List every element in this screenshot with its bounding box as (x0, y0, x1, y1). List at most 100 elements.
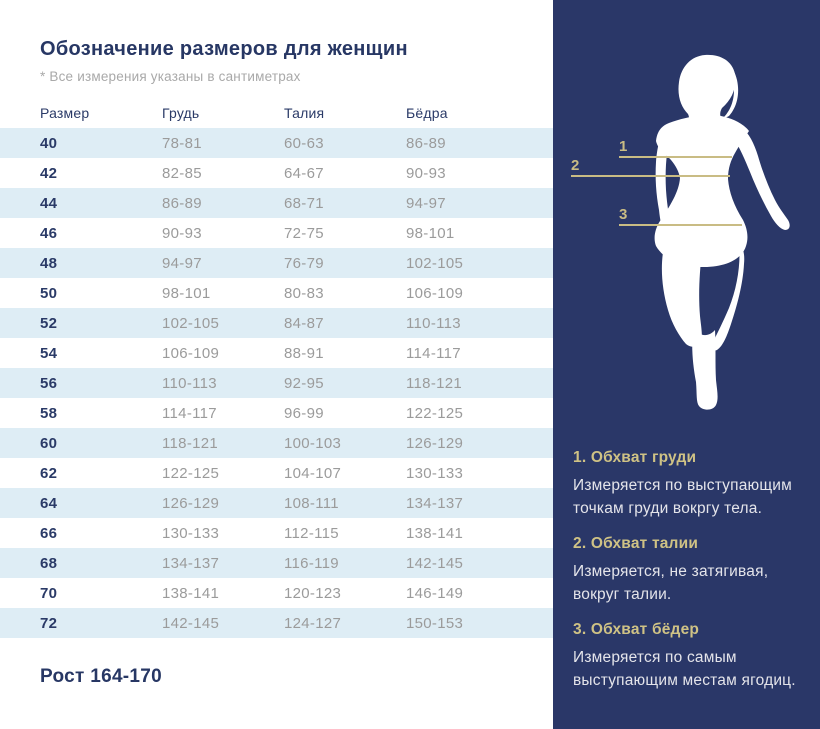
size-chart-section: Обозначение размеров для женщин * Все из… (0, 38, 553, 687)
size-cell: 58 (40, 404, 58, 422)
waist-cell: 76-79 (284, 254, 324, 272)
chest-cell: 86-89 (162, 194, 202, 212)
table-row: 64 126-129 108-111 134-137 (0, 488, 553, 518)
chest-cell: 102-105 (162, 314, 220, 332)
table-row: 44 86-89 68-71 94-97 (0, 188, 553, 218)
size-cell: 48 (40, 254, 58, 272)
table-row: 70 138-141 120-123 146-149 (0, 578, 553, 608)
hips-cell: 134-137 (406, 494, 464, 512)
size-cell: 56 (40, 374, 58, 392)
hips-cell: 86-89 (406, 134, 446, 152)
hips-cell: 102-105 (406, 254, 464, 272)
chest-cell: 98-101 (162, 284, 211, 302)
hips-cell: 94-97 (406, 194, 446, 212)
size-cell: 70 (40, 584, 58, 602)
column-header-chest: Грудь (162, 105, 200, 121)
hips-section-title: 3. Обхват бёдер (573, 621, 700, 638)
hips-cell: 130-133 (406, 464, 464, 482)
chest-section-text: Измеряется по выступающим точкам груди в… (573, 477, 793, 517)
table-row: 46 90-93 72-75 98-101 (0, 218, 553, 248)
table-row: 52 102-105 84-87 110-113 (0, 308, 553, 338)
chest-cell: 94-97 (162, 254, 202, 272)
size-cell: 46 (40, 224, 58, 242)
waist-cell: 104-107 (284, 464, 342, 482)
table-row: 68 134-137 116-119 142-145 (0, 548, 553, 578)
hips-cell: 150-153 (406, 614, 464, 632)
chest-cell: 82-85 (162, 164, 202, 182)
chest-section-title: 1. Обхват груди (573, 449, 697, 466)
chest-cell: 106-109 (162, 344, 220, 362)
hips-cell: 110-113 (406, 314, 461, 332)
size-cell: 50 (40, 284, 58, 302)
size-cell: 68 (40, 554, 58, 572)
hips-marker-label: 3 (619, 206, 628, 223)
measurement-instructions: 1. Обхват груди Измеряется по выступающи… (573, 449, 806, 707)
hips-cell: 90-93 (406, 164, 446, 182)
waist-cell: 80-83 (284, 284, 324, 302)
table-row: 72 142-145 124-127 150-153 (0, 608, 553, 638)
column-header-size: Размер (40, 105, 90, 121)
column-header-hips: Бёдра (406, 105, 448, 121)
chest-cell: 118-121 (162, 434, 219, 452)
waist-cell: 60-63 (284, 134, 324, 152)
hips-cell: 138-141 (406, 524, 464, 542)
waist-measure-line (571, 175, 730, 177)
table-row: 58 114-117 96-99 122-125 (0, 398, 553, 428)
table-row: 60 118-121 100-103 126-129 (0, 428, 553, 458)
waist-section-title: 2. Обхват талии (573, 535, 699, 552)
chest-cell: 114-117 (162, 404, 217, 422)
waist-cell: 108-111 (284, 494, 339, 512)
chest-cell: 138-141 (162, 584, 220, 602)
size-cell: 60 (40, 434, 58, 452)
table-row: 50 98-101 80-83 106-109 (0, 278, 553, 308)
hips-section-text: Измеряется по самым выступающим местам я… (573, 649, 796, 689)
waist-cell: 100-103 (284, 434, 342, 452)
table-row: 62 122-125 104-107 130-133 (0, 458, 553, 488)
waist-cell: 112-115 (284, 524, 339, 542)
table-row: 54 106-109 88-91 114-117 (0, 338, 553, 368)
table-row: 56 110-113 92-95 118-121 (0, 368, 553, 398)
hips-cell: 142-145 (406, 554, 464, 572)
units-note: * Все измерения указаны в сантиметрах (40, 69, 301, 84)
waist-cell: 116-119 (284, 554, 339, 572)
size-cell: 54 (40, 344, 58, 362)
waist-cell: 96-99 (284, 404, 324, 422)
waist-cell: 72-75 (284, 224, 324, 242)
column-header-waist: Талия (284, 105, 325, 121)
table-row: 40 78-81 60-63 86-89 (0, 128, 553, 158)
size-cell: 52 (40, 314, 58, 332)
chest-marker-label: 1 (619, 138, 628, 155)
measurement-guide-panel: 1 2 3 1. Обхват груди Измеряется по выст… (553, 0, 820, 729)
hips-measure-line (619, 224, 742, 226)
chest-cell: 122-125 (162, 464, 220, 482)
size-cell: 72 (40, 614, 58, 632)
table-row: 42 82-85 64-67 90-93 (0, 158, 553, 188)
size-cell: 62 (40, 464, 58, 482)
hips-cell: 146-149 (406, 584, 464, 602)
chest-cell: 110-113 (162, 374, 217, 392)
chest-cell: 134-137 (162, 554, 220, 572)
waist-cell: 120-123 (284, 584, 342, 602)
waist-cell: 124-127 (284, 614, 342, 632)
table-header-row: Размер Грудь Талия Бёдра (0, 100, 553, 126)
table-row: 48 94-97 76-79 102-105 (0, 248, 553, 278)
chest-cell: 126-129 (162, 494, 220, 512)
size-cell: 64 (40, 494, 58, 512)
page-title: Обозначение размеров для женщин (40, 38, 408, 60)
hips-cell: 118-121 (406, 374, 463, 392)
height-range-note: Рост 164-170 (40, 666, 163, 687)
chest-cell: 90-93 (162, 224, 202, 242)
waist-section-text: Измеряется, не затягивая, вокруг талии. (573, 563, 769, 603)
table-row: 66 130-133 112-115 138-141 (0, 518, 553, 548)
woman-silhouette (654, 54, 790, 410)
size-cell: 66 (40, 524, 58, 542)
waist-marker-label: 2 (571, 157, 580, 174)
hips-cell: 114-117 (406, 344, 461, 362)
chest-cell: 78-81 (162, 134, 202, 152)
waist-cell: 92-95 (284, 374, 324, 392)
size-cell: 44 (40, 194, 58, 212)
waist-cell: 64-67 (284, 164, 324, 182)
size-cell: 40 (40, 134, 58, 152)
hips-cell: 126-129 (406, 434, 464, 452)
chest-measure-line (619, 156, 732, 158)
